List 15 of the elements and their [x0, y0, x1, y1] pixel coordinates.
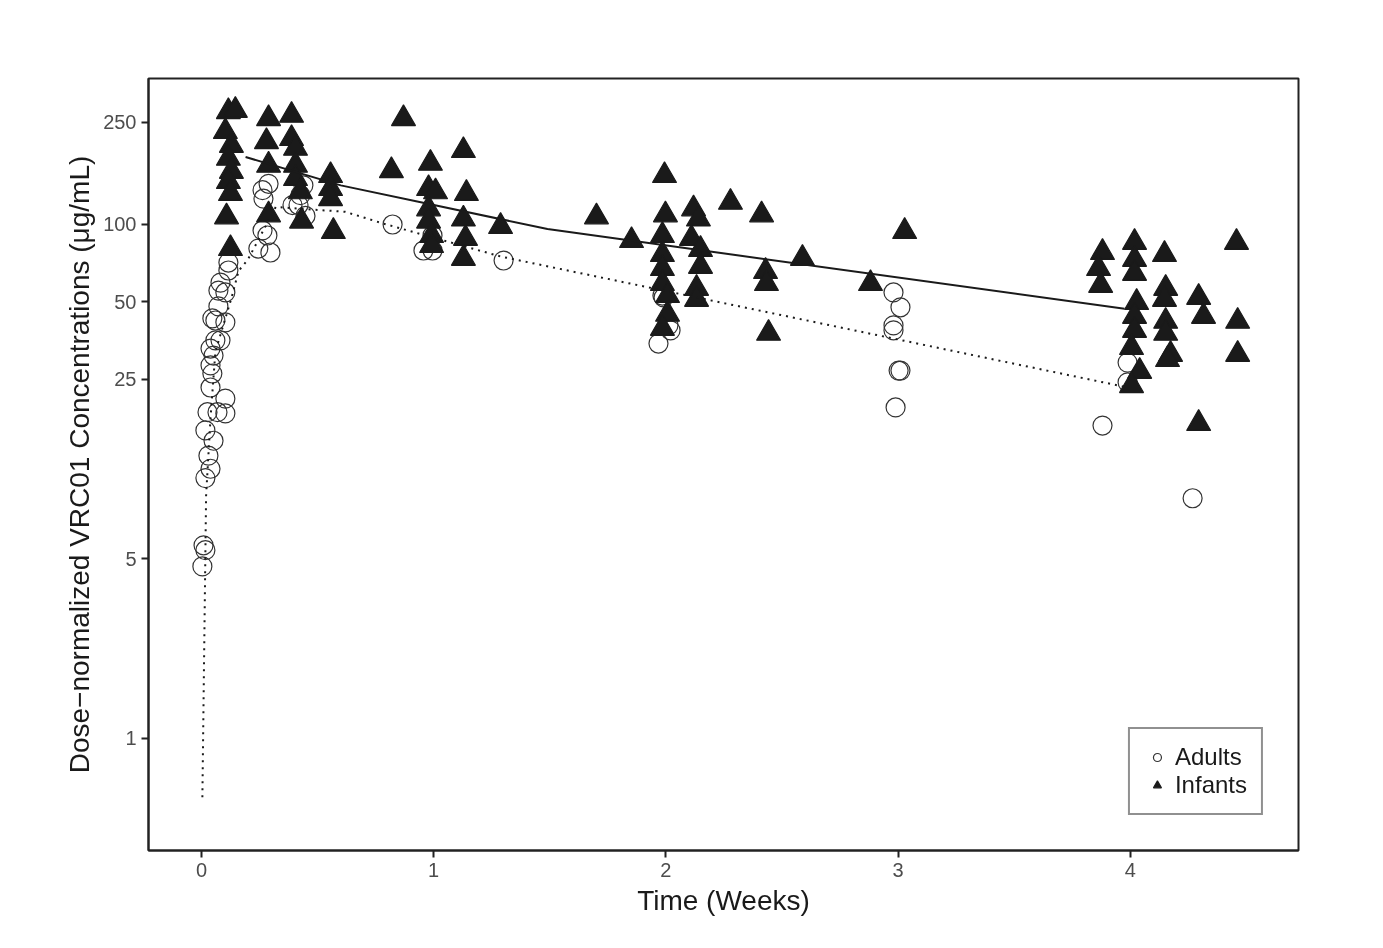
x-axis-title: Time (Weeks)	[637, 884, 810, 916]
x-tick-label: 2	[660, 858, 672, 881]
y-tick-label: 100	[103, 213, 137, 236]
y-axis-title: Dose−normalized VRC01 Concentrations (μg/mL)	[64, 155, 96, 774]
y-tick-label: 25	[114, 368, 137, 391]
y-tick-label: 50	[114, 290, 137, 313]
y-tick-label: 5	[125, 547, 137, 570]
x-tick-label: 4	[1124, 858, 1136, 881]
legend-label: Infants	[1174, 771, 1247, 799]
y-tick-label: 250	[103, 111, 137, 134]
x-tick-label: 3	[892, 858, 904, 881]
x-tick-label: 1	[428, 858, 440, 881]
x-tick-label: 0	[195, 858, 208, 881]
legend-label: Adults	[1174, 743, 1242, 771]
y-tick-label: 1	[125, 727, 137, 750]
